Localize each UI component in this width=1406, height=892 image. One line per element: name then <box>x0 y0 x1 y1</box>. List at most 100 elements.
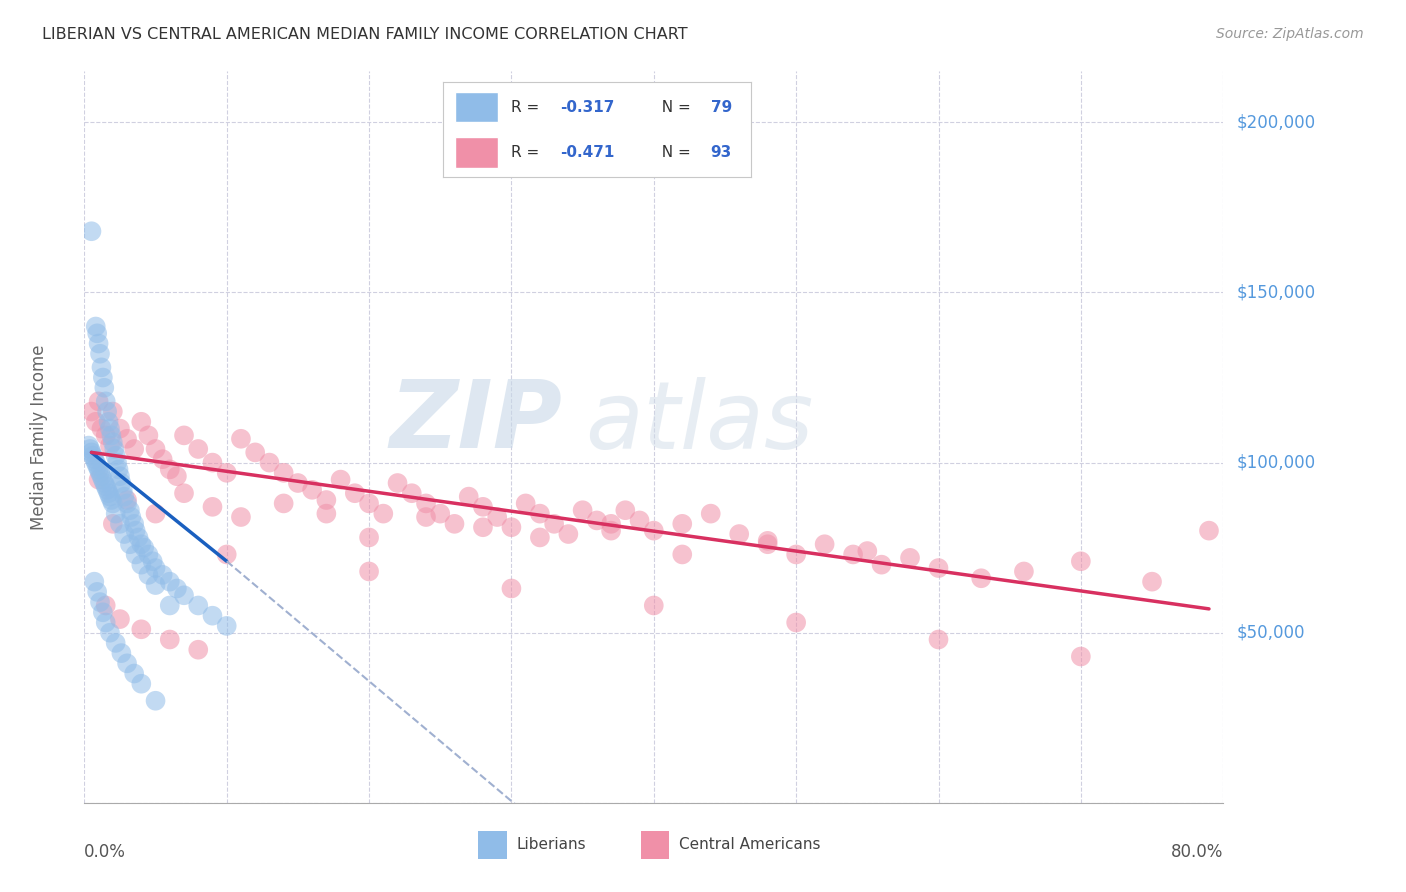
Point <box>104 636 127 650</box>
Point <box>600 524 623 538</box>
Point <box>120 510 142 524</box>
Point <box>110 646 132 660</box>
Point <box>501 520 523 534</box>
Point <box>600 516 623 531</box>
Point <box>187 442 209 456</box>
Point <box>111 483 134 497</box>
Point <box>486 510 509 524</box>
Point <box>89 595 111 609</box>
Point <box>814 537 837 551</box>
Point <box>115 496 138 510</box>
Point <box>415 510 437 524</box>
Point <box>173 486 195 500</box>
Point <box>110 475 132 490</box>
Text: $100,000: $100,000 <box>1237 454 1316 472</box>
Point <box>118 503 141 517</box>
Point <box>571 503 593 517</box>
Point <box>970 571 993 585</box>
Text: 0.0%: 0.0% <box>84 843 127 861</box>
Point <box>1070 649 1092 664</box>
Point <box>501 582 523 596</box>
Point <box>89 347 111 361</box>
Text: LIBERIAN VS CENTRAL AMERICAN MEDIAN FAMILY INCOME CORRELATION CHART: LIBERIAN VS CENTRAL AMERICAN MEDIAN FAMI… <box>42 27 688 42</box>
Point <box>145 694 167 708</box>
Point <box>94 599 117 613</box>
Point <box>80 445 103 459</box>
Point <box>443 516 465 531</box>
Point <box>152 452 174 467</box>
Point <box>928 561 950 575</box>
Point <box>159 632 181 647</box>
Point <box>122 442 145 456</box>
Text: Source: ZipAtlas.com: Source: ZipAtlas.com <box>1216 27 1364 41</box>
Point <box>1012 565 1035 579</box>
Point <box>1198 524 1220 538</box>
Point <box>91 473 114 487</box>
Point <box>100 428 122 442</box>
Point <box>108 516 131 531</box>
Point <box>124 524 146 538</box>
Point <box>145 442 167 456</box>
Point <box>112 527 135 541</box>
Point <box>97 415 120 429</box>
Point <box>359 496 381 510</box>
Point <box>101 496 124 510</box>
Point <box>98 439 121 453</box>
Point <box>700 507 723 521</box>
Point <box>928 632 950 647</box>
Point <box>1070 554 1092 568</box>
Point <box>131 537 153 551</box>
Point <box>131 622 153 636</box>
Point <box>138 567 160 582</box>
Point <box>201 608 224 623</box>
Point <box>142 554 165 568</box>
Point <box>101 404 124 418</box>
Point <box>122 666 145 681</box>
Point <box>98 490 121 504</box>
Point <box>93 381 115 395</box>
Point <box>89 466 111 480</box>
Point <box>97 486 120 500</box>
Point <box>138 548 160 562</box>
Point <box>628 513 651 527</box>
Point <box>87 462 110 476</box>
Point <box>301 483 323 497</box>
Point <box>259 456 281 470</box>
Point <box>90 469 112 483</box>
Point <box>108 421 131 435</box>
Point <box>472 520 495 534</box>
Point <box>643 599 665 613</box>
Point <box>118 537 141 551</box>
Point <box>86 326 108 341</box>
Point <box>77 439 100 453</box>
Point <box>107 462 129 476</box>
Point <box>86 458 108 473</box>
Point <box>898 550 921 565</box>
Point <box>756 533 779 548</box>
Point <box>108 469 131 483</box>
Point <box>124 548 146 562</box>
Point <box>93 475 115 490</box>
Point <box>529 531 551 545</box>
Point <box>187 599 209 613</box>
Point <box>529 507 551 521</box>
Point <box>728 527 751 541</box>
Point <box>201 456 224 470</box>
Point <box>115 432 138 446</box>
Point <box>145 561 167 575</box>
Point <box>429 507 451 521</box>
Point <box>94 428 117 442</box>
Point <box>614 503 637 517</box>
Point <box>671 516 693 531</box>
Point <box>215 548 238 562</box>
Point <box>87 394 110 409</box>
Text: $200,000: $200,000 <box>1237 113 1316 131</box>
Point <box>166 469 188 483</box>
Point <box>82 449 104 463</box>
Point <box>134 541 156 555</box>
Text: atlas: atlas <box>585 377 814 468</box>
Point <box>84 319 107 334</box>
Point <box>842 548 865 562</box>
Text: ZIP: ZIP <box>389 376 562 468</box>
Point <box>145 507 167 521</box>
